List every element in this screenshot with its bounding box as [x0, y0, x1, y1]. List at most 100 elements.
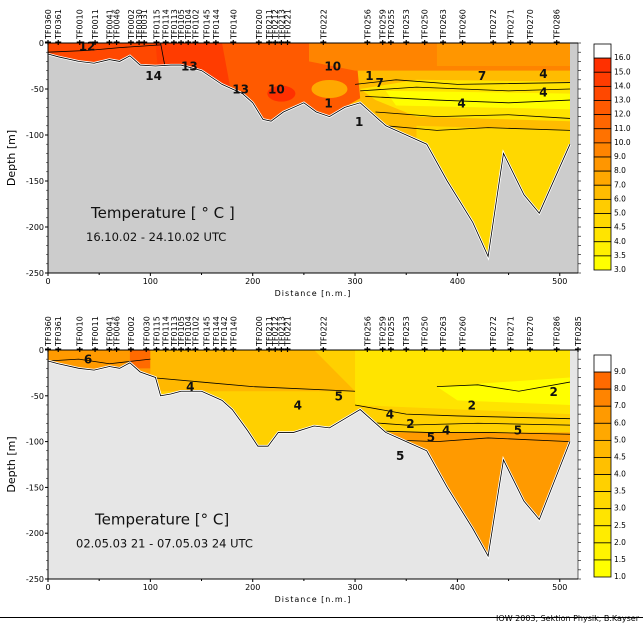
legend-label: 11.0	[614, 124, 631, 133]
station-label: TF0256	[363, 316, 372, 347]
legend-swatch	[593, 128, 612, 144]
station-label: TF0221	[284, 316, 293, 347]
contour-line	[150, 377, 356, 392]
station-label: TF0114	[162, 316, 171, 347]
temp-band	[150, 350, 356, 392]
x-axis-label: Distance [n.m.]	[275, 289, 352, 298]
legend-swatch	[593, 156, 612, 172]
contour-label: 10	[324, 60, 341, 74]
contour-label: 2	[468, 399, 476, 413]
legend-swatch	[593, 255, 612, 271]
station-label: TF0255	[387, 316, 396, 347]
x-tick-label: 500	[552, 583, 567, 592]
contour-label: 10	[268, 83, 285, 97]
y-tick-label: -100	[26, 131, 44, 140]
chart-title: Temperature [° C]	[94, 510, 229, 528]
legend-label: 7.0	[614, 401, 626, 410]
station-label: TF0250	[421, 316, 430, 347]
bottom-outline	[47, 360, 571, 558]
legend-label: 8.0	[614, 384, 626, 393]
contour-line	[365, 95, 570, 104]
legend-swatch	[593, 525, 612, 544]
legend-swatch	[593, 85, 612, 101]
footer-rule	[0, 617, 643, 618]
legend-swatch	[593, 422, 612, 441]
y-tick-label: -50	[31, 392, 44, 401]
station-label: TF0213	[277, 9, 286, 40]
contour-line	[385, 125, 570, 131]
legend-swatch	[593, 213, 612, 229]
temp-band	[436, 377, 570, 405]
station-label: TF0104	[184, 316, 193, 347]
station-label: TF0010	[76, 316, 85, 347]
station-label: TF0213	[277, 316, 286, 347]
station-label: TF0142	[220, 316, 229, 347]
legend-label: 4.0	[614, 237, 626, 246]
station-label: TF0222	[319, 316, 328, 347]
legend-label: 3.0	[614, 504, 626, 513]
contour-label: 5	[427, 431, 435, 445]
x-tick-label: 300	[347, 583, 362, 592]
y-tick-label: 0	[39, 39, 44, 48]
contour-label: 5	[514, 423, 522, 437]
station-label: TF0145	[203, 9, 212, 40]
contour-label: 5	[335, 389, 343, 403]
station-label: TF0286	[553, 316, 562, 347]
contour-line	[48, 44, 161, 53]
contour-lines	[48, 358, 570, 443]
station-label: TF0200	[255, 9, 264, 40]
x-tick-label: 200	[245, 583, 260, 592]
legend-label: 10.0	[614, 138, 631, 147]
station-label: TF0030	[135, 9, 144, 40]
x-tick-label: 0	[45, 583, 50, 592]
station-label: TF0271	[507, 9, 516, 40]
contour-label: 4	[442, 423, 450, 437]
contour-line	[365, 430, 570, 435]
station-label: TF0046	[113, 316, 122, 347]
legend-label: 15.0	[614, 67, 631, 76]
contour-label: 5	[396, 449, 404, 463]
legend-swatch	[593, 354, 612, 373]
station-label: TF0256	[363, 9, 372, 40]
station-label: TF0361	[54, 9, 63, 40]
station-label: TF0030	[142, 316, 151, 347]
temp-band	[436, 43, 570, 66]
station-label: TF0105	[177, 316, 186, 347]
legend-swatch	[593, 100, 612, 116]
legend-swatch	[593, 371, 612, 390]
station-label: TF0046	[113, 9, 122, 40]
x-tick-label: 0	[45, 277, 50, 286]
contour-line	[360, 86, 570, 92]
y-tick-label: -200	[26, 223, 44, 232]
station-label: TF0104	[184, 9, 193, 40]
contour-label: 12	[79, 39, 96, 53]
contour-label: 2	[550, 385, 558, 399]
legend-label: 12.0	[614, 110, 631, 119]
station-label: TF0145	[203, 316, 212, 347]
station-label: TF0250	[421, 9, 430, 40]
station-label: TF0115	[152, 316, 161, 347]
legend-swatch	[593, 474, 612, 493]
y-tick-label: -250	[26, 269, 44, 278]
station-label: TF0360	[44, 9, 53, 40]
contour-line	[355, 79, 570, 85]
legend-label: 3.5	[614, 487, 626, 496]
station-label: TF0286	[553, 9, 562, 40]
contour-line	[375, 111, 570, 119]
contour-label: 4	[539, 85, 547, 99]
contour-line	[385, 437, 570, 443]
legend-label: 4.5	[614, 223, 626, 232]
station-label: TF0212	[271, 9, 280, 40]
contour-label: 2	[406, 417, 414, 431]
legend-label: 1.5	[614, 555, 626, 564]
legend-swatch	[593, 439, 612, 458]
y-tick-label: 0	[39, 346, 44, 355]
legend-label: 9.0	[614, 367, 626, 376]
legend-swatch	[593, 405, 612, 424]
station-label: TF0144	[212, 316, 221, 347]
station-label: TF0272	[489, 9, 498, 40]
legend-label: 6.0	[614, 418, 626, 427]
legend-label: 16.0	[614, 53, 631, 62]
y-tick-label: -200	[26, 529, 44, 538]
contour-line	[354, 404, 570, 420]
